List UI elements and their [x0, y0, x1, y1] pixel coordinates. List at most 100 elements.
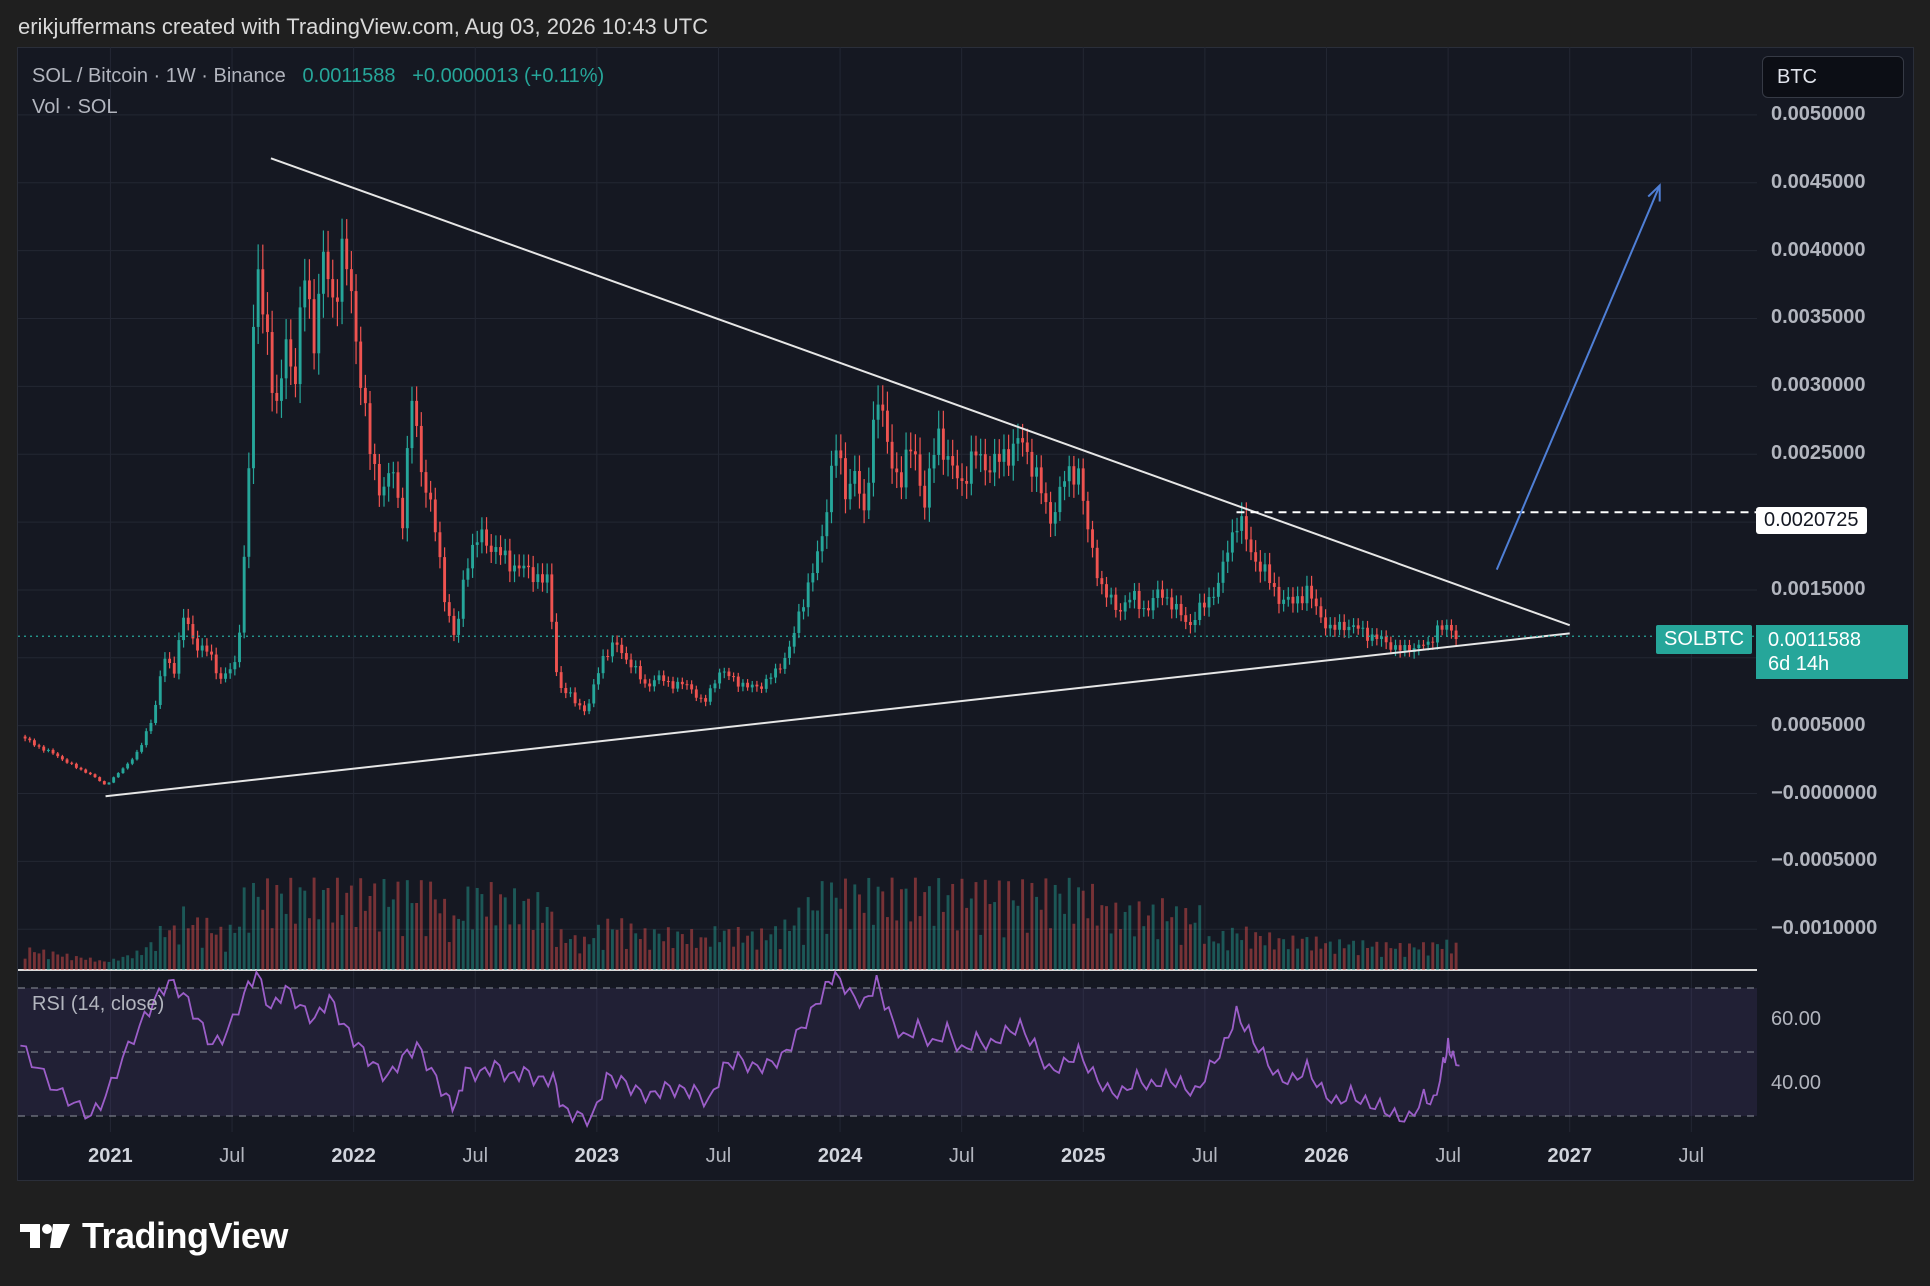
- volume-bar: [732, 946, 736, 970]
- candle-body: [946, 456, 950, 460]
- volume-bar: [88, 957, 92, 970]
- volume-bar: [238, 926, 241, 970]
- volume-bar: [1011, 900, 1015, 970]
- candle-body: [1370, 634, 1374, 641]
- volume-bar: [1319, 948, 1323, 970]
- volume-bar: [587, 944, 591, 970]
- volume-bar: [210, 933, 213, 970]
- candle-body: [494, 547, 498, 552]
- candle-body: [377, 463, 381, 496]
- candle-body: [871, 419, 875, 483]
- candle-body: [363, 387, 367, 404]
- last-price-value: 0.0011588: [1768, 629, 1862, 651]
- tradingview-wordmark: TradingView: [82, 1215, 288, 1256]
- candle-body: [783, 658, 787, 669]
- volume-bar: [853, 884, 857, 970]
- volume-bar: [377, 931, 381, 970]
- volume-bar: [363, 910, 367, 970]
- candle-body: [1174, 603, 1178, 610]
- candle-body: [1426, 641, 1430, 645]
- candle-body: [186, 617, 190, 625]
- candle-body: [1109, 594, 1113, 598]
- volume-bar: [266, 878, 269, 970]
- volume-bar: [713, 926, 717, 970]
- volume-bar: [60, 956, 64, 970]
- volume-bar: [578, 953, 582, 970]
- volume-bar: [419, 880, 423, 970]
- candle-body: [536, 574, 540, 583]
- tradingview-logo[interactable]: TradingView: [20, 1215, 288, 1257]
- volume-bar: [93, 961, 97, 970]
- volume-bar: [438, 913, 442, 970]
- volume-bar: [214, 934, 218, 970]
- candle-body: [983, 454, 987, 471]
- candle-body: [107, 782, 111, 785]
- volume-bar: [1193, 922, 1197, 970]
- volume-bar: [904, 888, 908, 970]
- candle-body: [680, 681, 684, 685]
- candle-body: [615, 642, 619, 645]
- candle-body: [424, 472, 428, 493]
- volume-bar: [830, 882, 833, 970]
- candle-body: [1324, 617, 1328, 629]
- symbol-label[interactable]: SOL / Bitcoin · 1W · Binance: [32, 65, 286, 87]
- volume-bar: [382, 879, 386, 970]
- candle-body: [1212, 596, 1216, 598]
- volume-bar: [1095, 925, 1099, 970]
- volume-bar: [937, 878, 941, 970]
- volume-bar: [1347, 944, 1351, 970]
- candle-body: [582, 705, 586, 712]
- candle-body: [1165, 597, 1169, 599]
- candle-body: [321, 251, 325, 294]
- chart-panel[interactable]: [17, 47, 1914, 1181]
- volume-bar: [624, 948, 628, 970]
- candle-body: [820, 536, 824, 552]
- candle-body: [778, 668, 782, 670]
- volume-bar: [680, 934, 684, 970]
- volume-bar: [280, 893, 283, 970]
- volume-bar: [620, 918, 624, 970]
- candle-body: [666, 681, 670, 683]
- candle-body: [676, 681, 680, 689]
- volume-bar: [965, 907, 969, 970]
- candle-body: [457, 618, 461, 635]
- candle-body: [979, 454, 983, 456]
- candle-body: [452, 615, 456, 635]
- candle-body: [340, 238, 344, 302]
- candle-body: [326, 251, 330, 280]
- candle-body: [419, 425, 423, 473]
- candle-body: [1016, 438, 1020, 444]
- volume-bar: [1160, 898, 1164, 970]
- candle-body: [941, 428, 945, 460]
- candle-body: [1216, 582, 1220, 597]
- candle-body: [74, 763, 78, 768]
- volume-bar: [303, 890, 307, 970]
- candle-body: [993, 453, 997, 473]
- volume-bar: [1067, 877, 1071, 970]
- candle-body: [387, 473, 391, 487]
- volume-bar: [685, 944, 689, 970]
- volume-bar: [447, 942, 451, 970]
- volume-bar: [1226, 950, 1230, 970]
- candle-body: [270, 332, 274, 393]
- volume-bar: [1179, 944, 1183, 970]
- volume-bar: [899, 889, 903, 970]
- candle-body: [196, 638, 200, 651]
- volume-bar: [354, 927, 358, 970]
- volume-bar: [368, 896, 372, 970]
- currency-button[interactable]: BTC: [1762, 56, 1904, 98]
- volume-bar: [848, 929, 852, 970]
- volume-legend[interactable]: Vol · SOL: [32, 96, 118, 118]
- volume-bar: [1440, 948, 1444, 970]
- candle-body: [1002, 449, 1006, 462]
- volume-bar: [1389, 948, 1393, 970]
- volume-bar: [1091, 883, 1094, 970]
- candle-body: [531, 567, 535, 583]
- candle-body: [844, 458, 847, 500]
- candle-body: [1366, 627, 1369, 641]
- rsi-title[interactable]: RSI (14, close): [32, 993, 165, 1015]
- volume-bar: [513, 888, 516, 970]
- volume-bar: [890, 877, 894, 970]
- volume-bar: [527, 898, 530, 970]
